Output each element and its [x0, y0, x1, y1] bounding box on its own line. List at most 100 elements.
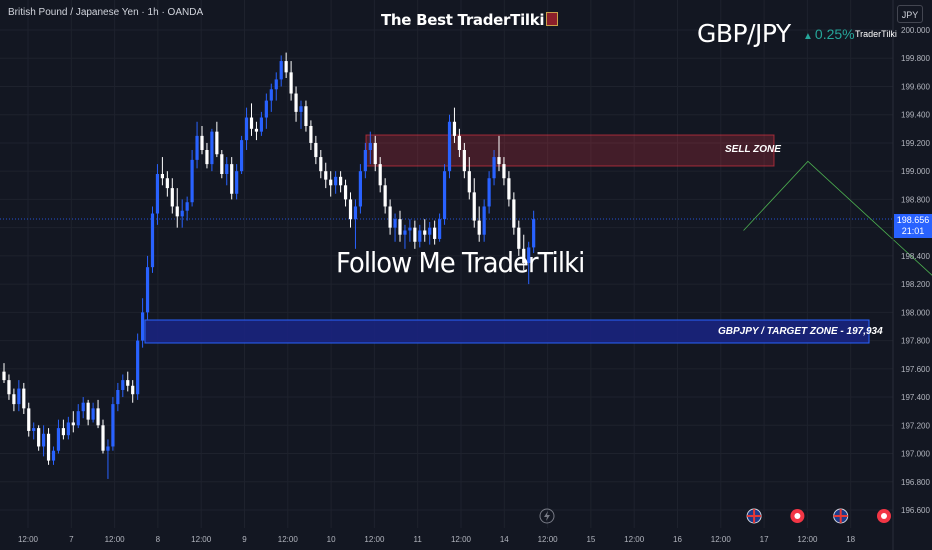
- candle-body: [363, 150, 367, 172]
- time-tick-label: 11: [414, 535, 423, 544]
- candle-body: [428, 227, 432, 235]
- currency-button[interactable]: JPY: [897, 5, 923, 23]
- time-tick-label: 12:00: [711, 535, 732, 544]
- candle-body: [150, 213, 155, 268]
- last-price-value: 198.656: [896, 215, 930, 225]
- candle-body: [32, 428, 36, 431]
- price-tick-label: 198.800: [901, 195, 930, 204]
- candle-body: [12, 394, 16, 405]
- price-tick-label: 196.600: [901, 506, 930, 515]
- candle-body: [136, 340, 140, 395]
- candle-body: [215, 131, 219, 155]
- candle-body: [210, 131, 214, 165]
- candle-body: [502, 164, 506, 179]
- candle-body: [145, 267, 150, 313]
- candle-body: [442, 171, 447, 220]
- candle-body: [472, 192, 476, 221]
- price-tick-label: 199.800: [901, 54, 930, 63]
- candlestick-series: [2, 52, 536, 479]
- candle-body: [106, 446, 110, 451]
- red-dot-icon[interactable]: [790, 509, 805, 523]
- candle-body: [225, 164, 229, 174]
- price-tick-label: 198.000: [901, 308, 930, 317]
- candle-body: [477, 220, 481, 235]
- change-value: 0.25%: [814, 26, 855, 42]
- candle-body: [279, 61, 283, 80]
- candle-body: [66, 422, 70, 436]
- candle-body: [205, 150, 209, 165]
- up-triangle-icon: ▲: [803, 31, 813, 42]
- sell-zone-label: SELL ZONE: [725, 144, 781, 155]
- candle-body: [170, 188, 174, 207]
- time-tick-label: 12:00: [538, 535, 559, 544]
- time-tick-label: 7: [69, 535, 74, 544]
- candle-body: [299, 106, 303, 112]
- time-tick-label: 9: [242, 535, 247, 544]
- target-zone-label: GBPJPY / TARGET ZONE - 197,934: [718, 326, 883, 337]
- price-tick-label: 196.800: [901, 478, 930, 487]
- candle-body: [348, 199, 353, 220]
- uk-flag-icon[interactable]: [833, 508, 849, 524]
- candle-body: [195, 135, 199, 160]
- candle-body: [527, 247, 531, 263]
- red-dot-icon[interactable]: [877, 509, 891, 523]
- candle-body: [121, 380, 125, 390]
- candle-body: [116, 390, 120, 405]
- price-tick-label: 197.200: [901, 421, 930, 430]
- candle-body: [180, 210, 184, 217]
- candle-body: [492, 157, 496, 179]
- price-tick-label: 199.400: [901, 111, 930, 120]
- candle-body: [37, 428, 41, 447]
- candle-body: [46, 433, 51, 461]
- projection-line: [743, 160, 932, 276]
- price-tick-label: 197.600: [901, 365, 930, 374]
- price-tick-label: 198.200: [901, 280, 930, 289]
- candle-body: [388, 206, 392, 228]
- time-tick-label: 15: [586, 535, 595, 544]
- candle-body: [76, 411, 80, 426]
- candle-body: [190, 159, 194, 203]
- candle-body: [51, 450, 56, 461]
- candle-body: [378, 164, 382, 186]
- candle-body: [334, 176, 338, 186]
- candle-body: [304, 106, 308, 126]
- time-tick-label: 14: [500, 535, 509, 544]
- candle-body: [289, 72, 293, 94]
- candle-body: [339, 176, 343, 186]
- candle-body: [462, 150, 466, 172]
- candle-body: [353, 206, 358, 220]
- candle-body: [200, 135, 204, 150]
- candle-body: [86, 402, 90, 420]
- candle-body: [284, 61, 288, 73]
- time-tick-label: 16: [673, 535, 682, 544]
- change-indicator: ▲ 0.25%: [803, 26, 855, 42]
- time-tick-label: 12:00: [624, 535, 645, 544]
- candle-body: [274, 79, 278, 90]
- candle-body: [249, 117, 254, 129]
- price-tick-label: 198.400: [901, 252, 930, 261]
- candle-body: [254, 128, 259, 132]
- candle-body: [423, 230, 427, 235]
- candle-body: [56, 428, 61, 451]
- watermark-text: Follow Me TraderTilki: [336, 246, 585, 279]
- candle-body: [438, 219, 442, 239]
- candle-body: [517, 227, 521, 249]
- candle-body: [418, 230, 422, 242]
- candle-body: [22, 388, 26, 409]
- candle-body: [413, 227, 417, 242]
- candle-body: [482, 206, 486, 235]
- candle-body: [368, 142, 372, 150]
- economic-events: [746, 508, 891, 524]
- last-price-tag: 198.656 21:01: [894, 214, 932, 238]
- price-tick-label: 199.600: [901, 82, 930, 91]
- candle-body: [175, 206, 179, 217]
- price-tick-label: 197.400: [901, 393, 930, 402]
- candle-body: [324, 171, 328, 180]
- candle-body: [398, 219, 402, 235]
- candle-body: [7, 380, 11, 395]
- candle-body: [457, 135, 461, 150]
- lightning-icon[interactable]: [539, 508, 555, 524]
- candle-body: [358, 171, 362, 207]
- uk-flag-icon[interactable]: [746, 508, 762, 524]
